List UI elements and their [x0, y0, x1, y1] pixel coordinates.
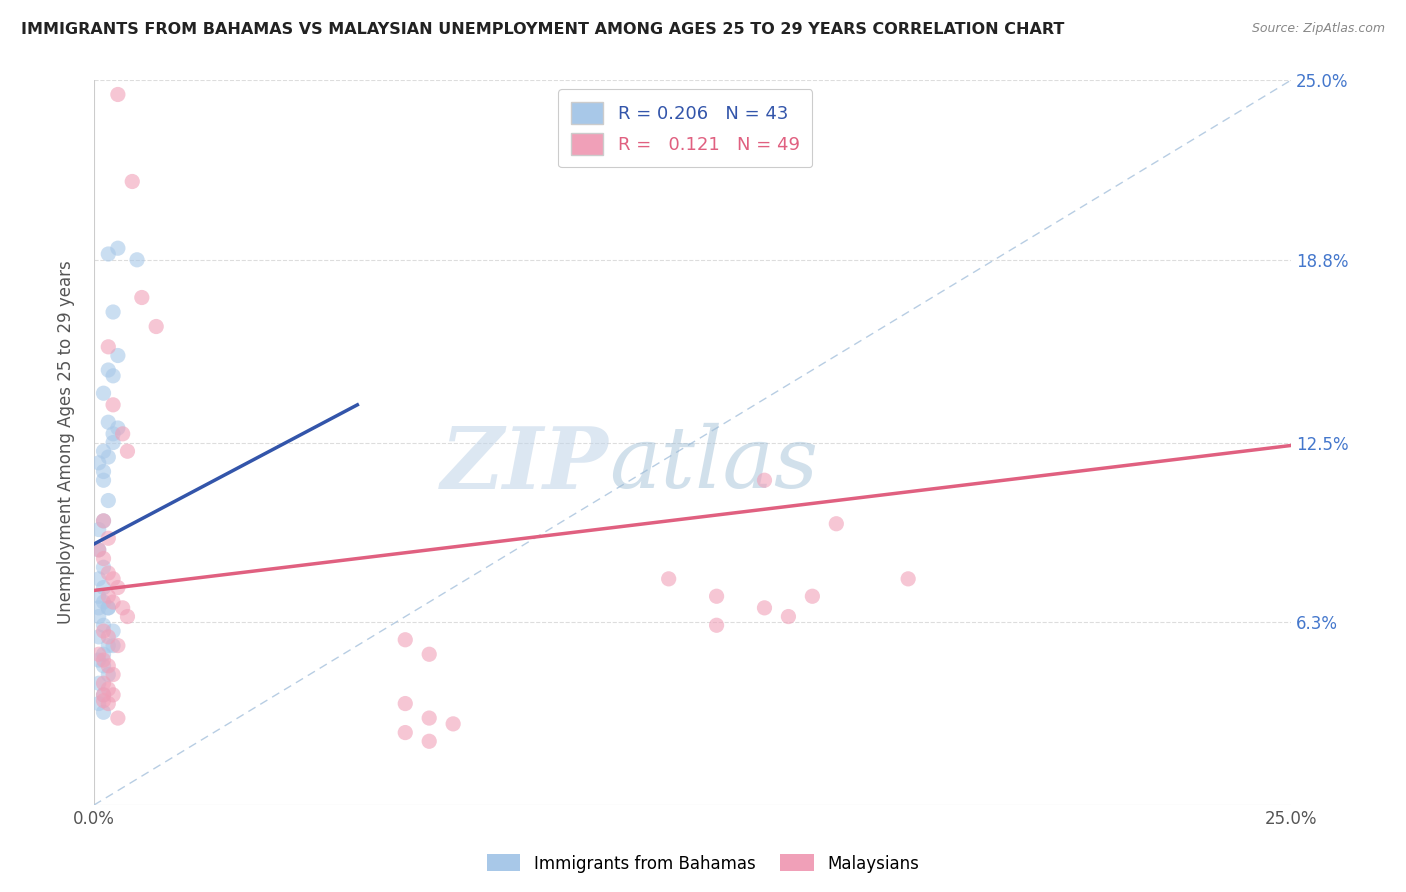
Point: [418, 734, 440, 748]
Point: [658, 572, 681, 586]
Point: [93, 473, 115, 487]
Point: [87, 456, 110, 470]
Point: [131, 291, 153, 305]
Point: [93, 647, 115, 661]
Point: [93, 688, 115, 702]
Point: [111, 426, 134, 441]
Point: [121, 174, 143, 188]
Point: [101, 426, 124, 441]
Point: [87, 676, 110, 690]
Point: [93, 444, 115, 458]
Point: [87, 697, 110, 711]
Point: [93, 624, 115, 638]
Point: [97, 566, 120, 580]
Point: [87, 523, 110, 537]
Point: [93, 676, 115, 690]
Point: [97, 639, 120, 653]
Point: [754, 600, 776, 615]
Point: [107, 241, 129, 255]
Text: Source: ZipAtlas.com: Source: ZipAtlas.com: [1251, 22, 1385, 36]
Point: [394, 632, 416, 647]
Point: [97, 589, 120, 603]
Point: [97, 630, 120, 644]
Point: [897, 572, 920, 586]
Point: [93, 706, 115, 720]
Point: [101, 398, 124, 412]
Point: [97, 600, 120, 615]
Point: [706, 589, 728, 603]
Point: [87, 542, 110, 557]
Point: [107, 421, 129, 435]
Point: [754, 473, 776, 487]
Point: [394, 725, 416, 739]
Point: [97, 667, 120, 681]
Point: [101, 624, 124, 638]
Point: [801, 589, 824, 603]
Point: [97, 658, 120, 673]
Point: [394, 697, 416, 711]
Point: [101, 368, 124, 383]
Point: [93, 465, 115, 479]
Point: [87, 609, 110, 624]
Point: [87, 653, 110, 667]
Point: [97, 600, 120, 615]
Point: [111, 600, 134, 615]
Point: [93, 658, 115, 673]
Point: [418, 711, 440, 725]
Legend: R = 0.206   N = 43, R =   0.121   N = 49: R = 0.206 N = 43, R = 0.121 N = 49: [558, 89, 813, 168]
Point: [101, 688, 124, 702]
Point: [101, 639, 124, 653]
Point: [107, 581, 129, 595]
Point: [93, 595, 115, 609]
Point: [97, 493, 120, 508]
Point: [87, 542, 110, 557]
Point: [97, 363, 120, 377]
Point: [441, 717, 464, 731]
Point: [87, 647, 110, 661]
Point: [87, 572, 110, 586]
Point: [97, 697, 120, 711]
Point: [93, 653, 115, 667]
Legend: Immigrants from Bahamas, Malaysians: Immigrants from Bahamas, Malaysians: [481, 847, 925, 880]
Point: [101, 305, 124, 319]
Point: [101, 435, 124, 450]
Point: [107, 87, 129, 102]
Point: [117, 609, 139, 624]
Text: atlas: atlas: [609, 423, 818, 506]
Point: [97, 681, 120, 696]
Point: [93, 618, 115, 632]
Point: [145, 319, 167, 334]
Point: [418, 647, 440, 661]
Point: [101, 572, 124, 586]
Point: [97, 450, 120, 464]
Y-axis label: Unemployment Among Ages 25 to 29 years: Unemployment Among Ages 25 to 29 years: [58, 260, 75, 624]
Point: [87, 589, 110, 603]
Text: IMMIGRANTS FROM BAHAMAS VS MALAYSIAN UNEMPLOYMENT AMONG AGES 25 TO 29 YEARS CORR: IMMIGRANTS FROM BAHAMAS VS MALAYSIAN UNE…: [21, 22, 1064, 37]
Point: [97, 415, 120, 429]
Point: [97, 340, 120, 354]
Point: [706, 618, 728, 632]
Point: [87, 630, 110, 644]
Point: [778, 609, 800, 624]
Point: [93, 693, 115, 707]
Point: [93, 514, 115, 528]
Point: [93, 551, 115, 566]
Point: [93, 386, 115, 401]
Point: [107, 639, 129, 653]
Point: [97, 247, 120, 261]
Point: [87, 600, 110, 615]
Point: [97, 531, 120, 545]
Point: [93, 560, 115, 574]
Point: [93, 514, 115, 528]
Point: [117, 444, 139, 458]
Point: [101, 667, 124, 681]
Point: [125, 252, 148, 267]
Point: [93, 688, 115, 702]
Text: ZIP: ZIP: [441, 423, 609, 506]
Point: [825, 516, 848, 531]
Point: [107, 349, 129, 363]
Point: [101, 595, 124, 609]
Point: [93, 581, 115, 595]
Point: [107, 711, 129, 725]
